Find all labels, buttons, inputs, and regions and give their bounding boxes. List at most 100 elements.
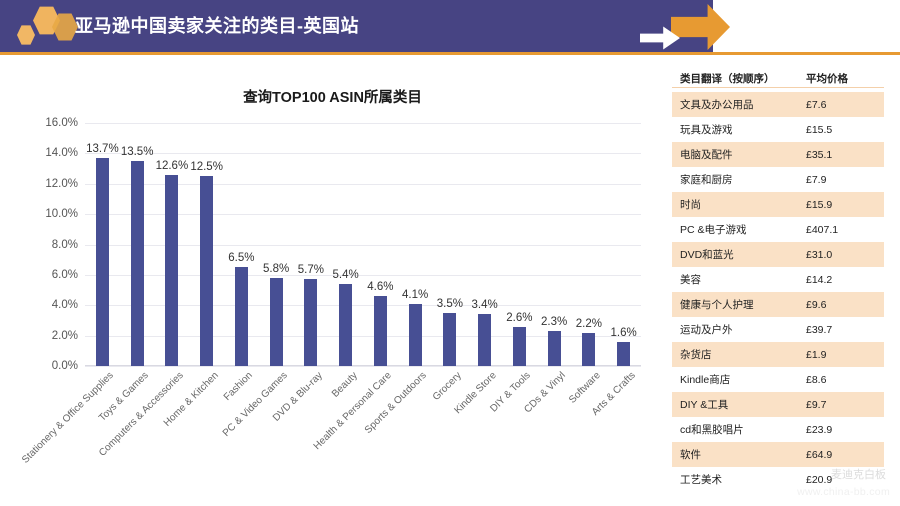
table-cell-category: 美容: [672, 267, 796, 292]
chart-bar[interactable]: [339, 284, 353, 366]
chart-x-axis-labels: Stationery & Office Supplies Toys & Games…: [20, 370, 641, 490]
gridline: [85, 244, 641, 246]
table-cell-category: 玩具及游戏: [672, 117, 796, 142]
header-accent-rule: [0, 52, 900, 55]
chart-bar[interactable]: [269, 277, 283, 366]
table-row: DVD和蓝光 £31.0: [672, 242, 884, 267]
table-row: 时尚 £15.9: [672, 192, 884, 217]
chart-bar[interactable]: [582, 332, 596, 366]
chart-bar-value-label: 13.7%: [86, 142, 119, 155]
chart-bar-value-label: 2.2%: [575, 317, 602, 330]
table-header-underline: [672, 87, 884, 88]
gridline: [85, 153, 641, 155]
table-row: 工艺美术 £20.9: [672, 467, 884, 492]
chart-bars: 13.7% 13.5% 12.6% 12.5% 6.5% 5.8% 5.7% 5.4% 4.6%…: [85, 123, 641, 366]
chart-bar-value-label: 2.6%: [506, 311, 533, 324]
x-axis-category-label: Grocery: [430, 370, 464, 403]
chart-bar[interactable]: [617, 341, 631, 366]
chart-bar-value-label: 12.6%: [155, 159, 189, 172]
category-price-table: 类目翻译（按顺序） 平均价格 文具及办公用品 £7.6 玩具及游戏 £15.5 电脑及配…: [672, 66, 884, 492]
chart-bar[interactable]: [373, 296, 387, 366]
chart-bar[interactable]: [304, 279, 318, 366]
watermark-brand: 麦迪克白板: [831, 469, 886, 481]
gridline: [85, 366, 641, 367]
gridline: [85, 274, 641, 276]
table-cell-price: £8.6: [796, 367, 884, 392]
table-cell-price: £14.2: [796, 267, 884, 292]
chart-bar-slot: 2.6%: [502, 123, 537, 366]
x-axis-category-label: Sports & Outdoors: [362, 370, 429, 436]
chart-bar-value-label: 4.6%: [367, 281, 394, 294]
chart-bar-value-label: 5.4%: [332, 269, 359, 281]
table-row: 健康与个人护理 £9.6: [672, 292, 884, 317]
table-cell-price: £9.6: [796, 292, 884, 317]
chart-bar[interactable]: [512, 326, 526, 366]
x-axis-category-label: Beauty: [329, 370, 360, 400]
chart-bar-value-label: 13.5%: [120, 145, 154, 158]
table-cell-category: 家庭和厨房: [672, 167, 796, 192]
chart-bar-slot: 2.2%: [572, 123, 607, 366]
chart-bar-slot: 12.5%: [189, 123, 224, 366]
table-cell-category: Kindle商店: [672, 367, 796, 392]
y-axis-tick-label: 16.0%: [45, 117, 78, 129]
table-cell-category: 文具及办公用品: [672, 92, 796, 117]
table-cell-category: 软件: [672, 442, 796, 467]
gridline: [85, 214, 641, 216]
chart-bar-value-label: 5.8%: [263, 262, 290, 275]
chart-bar[interactable]: [547, 331, 561, 366]
table-cell-category: cd和黑胶唱片: [672, 417, 796, 442]
table-header-category: 类目翻译（按顺序）: [672, 66, 796, 92]
gridline: [85, 335, 641, 337]
chart-bar[interactable]: [200, 176, 214, 366]
chart-bar[interactable]: [130, 160, 144, 366]
chart-bar[interactable]: [443, 312, 457, 366]
chart-region: 查询TOP100 ASIN所属类目 0.0% 2.0% 4.0% 6.0% 8.0% 10…: [0, 55, 665, 506]
watermark-url: www.china-bb.com: [797, 486, 890, 498]
chart-bar-slot: 4.6%: [363, 123, 398, 366]
chart-bar[interactable]: [234, 267, 248, 366]
table-cell-price: £7.6: [796, 92, 884, 117]
chart-bar-value-label: 1.6%: [610, 326, 637, 339]
hexagon-icon-medium: [52, 13, 78, 41]
chart-bar-slot: 6.5%: [224, 123, 259, 366]
table-cell-price: £9.7: [796, 392, 884, 417]
chart-title: 查询TOP100 ASIN所属类目: [243, 90, 422, 106]
table-row: 杂货店 £1.9: [672, 342, 884, 367]
table-cell-price: £20.9: [796, 467, 884, 492]
table-cell-price: £15.9: [796, 192, 884, 217]
y-axis-tick-label: 14.0%: [45, 147, 78, 160]
gridline: [85, 183, 641, 185]
table-cell-price: £23.9: [796, 417, 884, 442]
chart-bar-value-label: 3.4%: [471, 299, 498, 312]
table-row: DIY &工具 £9.7: [672, 392, 884, 417]
x-axis-category-label: Software: [566, 370, 603, 406]
table-cell-category: DIY &工具: [672, 392, 796, 417]
y-axis-tick-label: 8.0%: [51, 238, 78, 251]
table-header-row: 类目翻译（按顺序） 平均价格: [672, 66, 884, 92]
table-row: 美容 £14.2: [672, 267, 884, 292]
y-axis-tick-label: 4.0%: [51, 299, 78, 312]
chart-bar-slot: 12.6%: [155, 123, 190, 366]
chart-bar[interactable]: [408, 303, 422, 366]
y-axis-tick-label: 2.0%: [51, 329, 78, 342]
chart-bar[interactable]: [95, 157, 109, 366]
chart-bar-slot: 3.5%: [433, 123, 468, 366]
table-cell-price: £31.0: [796, 242, 884, 267]
table-row: cd和黑胶唱片 £23.9: [672, 417, 884, 442]
chart-bar[interactable]: [165, 174, 179, 366]
gridline: [85, 305, 641, 307]
table-cell-category: 健康与个人护理: [672, 292, 796, 317]
y-axis-tick-label: 6.0%: [51, 268, 78, 281]
chart-bar[interactable]: [478, 314, 492, 366]
y-axis-tick-label: 10.0%: [45, 208, 78, 221]
table-cell-category: 杂货店: [672, 342, 796, 367]
table-cell-price: £64.9: [796, 442, 884, 467]
x-axis-category-label: Fashion: [222, 370, 256, 403]
chart-bar-slot: 1.6%: [606, 123, 641, 366]
chart-bar-value-label: 12.5%: [190, 161, 223, 174]
header-band: [0, 0, 713, 52]
chart-bar-slot: 13.5%: [120, 123, 155, 366]
table-row: 软件 £64.9: [672, 442, 884, 467]
table-cell-price: £15.5: [796, 117, 884, 142]
chart-x-axis-line: [85, 365, 641, 366]
